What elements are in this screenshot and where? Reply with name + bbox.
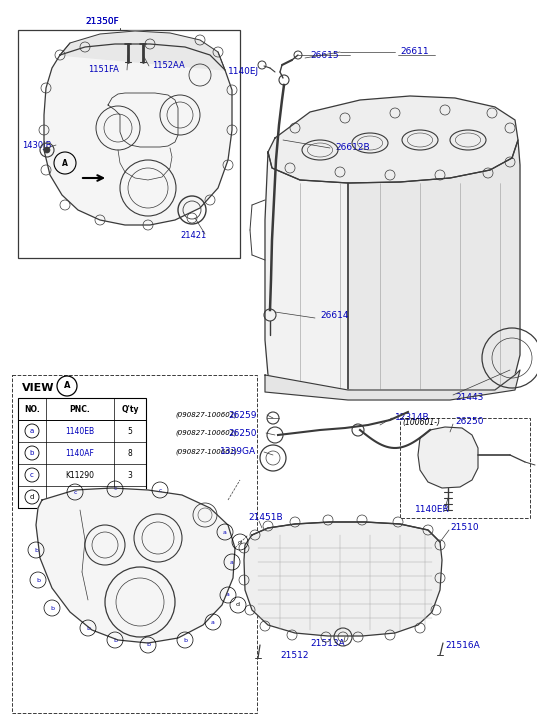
Text: 1140ER: 1140ER (415, 505, 450, 515)
Bar (18, 398, 146, 508)
Text: 1140EB: 1140EB (66, 427, 95, 435)
Text: NO.: NO. (24, 404, 40, 414)
Text: b: b (34, 547, 38, 553)
Polygon shape (348, 140, 520, 395)
Text: 1339GA: 1339GA (220, 448, 256, 457)
Bar (400, 418, 530, 518)
Text: 3: 3 (128, 470, 133, 480)
Text: 21516A: 21516A (445, 640, 480, 649)
Text: 1152AA: 1152AA (152, 60, 185, 70)
Text: 21443: 21443 (455, 393, 483, 403)
Text: c: c (30, 472, 34, 478)
Polygon shape (244, 522, 442, 636)
Polygon shape (36, 488, 235, 643)
Text: (090827-100601): (090827-100601) (175, 411, 237, 418)
Text: 1430JB: 1430JB (22, 140, 52, 150)
Text: 1140EJ: 1140EJ (228, 68, 259, 76)
Polygon shape (44, 44, 232, 225)
Text: 26259: 26259 (228, 411, 257, 419)
Text: 26250: 26250 (455, 417, 483, 427)
Text: 2: 2 (128, 492, 133, 502)
Text: 5: 5 (128, 427, 133, 435)
Text: 26611: 26611 (400, 47, 429, 57)
Text: A: A (62, 158, 68, 167)
Text: PNC.: PNC. (70, 404, 90, 414)
Text: a: a (223, 529, 227, 534)
Text: b: b (36, 577, 40, 582)
Text: 21421: 21421 (180, 231, 206, 241)
Text: 21510: 21510 (450, 523, 478, 532)
Text: b: b (183, 638, 187, 643)
Text: 21451B: 21451B (248, 513, 282, 523)
Text: Q'ty: Q'ty (121, 404, 139, 414)
Text: b: b (50, 606, 54, 611)
Text: (100601-): (100601-) (402, 417, 440, 427)
Text: 1151FA: 1151FA (88, 65, 119, 74)
Text: 12314B: 12314B (395, 414, 430, 422)
Text: d: d (30, 494, 34, 500)
Polygon shape (268, 96, 518, 183)
Polygon shape (418, 427, 478, 488)
Text: b: b (86, 625, 90, 630)
Text: 1140AF: 1140AF (66, 449, 95, 457)
Text: b: b (30, 450, 34, 456)
Bar (12, 375, 257, 713)
Text: c: c (158, 488, 162, 492)
Text: b: b (113, 638, 117, 643)
Text: (090827-100601): (090827-100601) (175, 430, 237, 436)
Text: a: a (30, 428, 34, 434)
Text: a: a (226, 593, 230, 598)
Text: 21350F: 21350F (85, 17, 119, 26)
Text: VIEW: VIEW (22, 383, 54, 393)
Polygon shape (60, 31, 225, 70)
Bar (18, 30, 240, 258)
Text: d: d (238, 539, 242, 545)
Text: 21512: 21512 (280, 651, 308, 659)
Text: a: a (230, 560, 234, 564)
Text: (090827-100601): (090827-100601) (175, 449, 237, 455)
Text: 8: 8 (128, 449, 133, 457)
Text: 21350F: 21350F (85, 17, 119, 26)
Text: K11290: K11290 (66, 470, 95, 480)
Text: 21356E: 21356E (66, 492, 95, 502)
Text: c: c (73, 489, 77, 494)
Text: d: d (236, 603, 240, 608)
Text: c: c (113, 486, 117, 491)
Circle shape (44, 147, 50, 153)
Text: A: A (64, 382, 70, 390)
Text: 26612B: 26612B (335, 143, 369, 153)
Text: 26615: 26615 (310, 52, 339, 60)
Text: 26250: 26250 (228, 428, 257, 438)
Polygon shape (265, 152, 348, 390)
Text: 21513A: 21513A (310, 638, 345, 648)
Text: b: b (146, 643, 150, 648)
Text: a: a (211, 619, 215, 624)
Polygon shape (265, 370, 520, 400)
Text: 26614: 26614 (320, 310, 349, 319)
